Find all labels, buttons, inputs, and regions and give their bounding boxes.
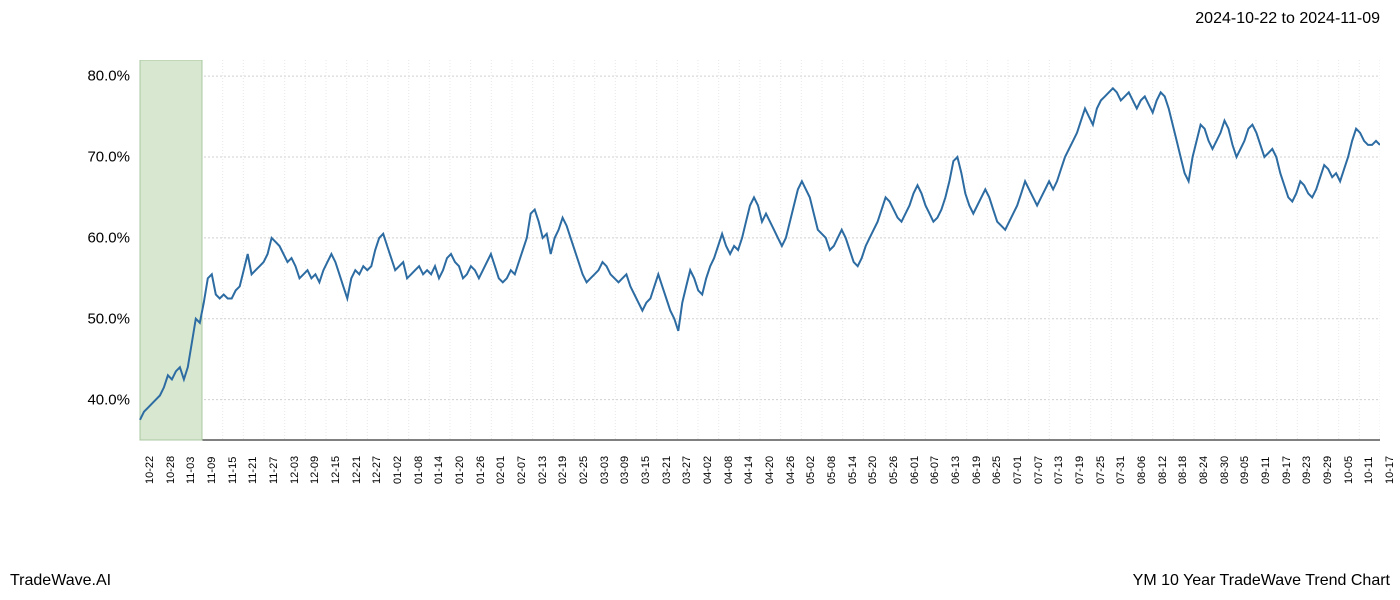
x-tick-label: 11-15 [227, 457, 239, 484]
x-tick-label: 09-29 [1322, 456, 1334, 484]
y-tick-label: 80.0% [87, 68, 130, 85]
x-tick-label: 08-30 [1219, 456, 1231, 484]
x-tick-label: 11-27 [268, 457, 280, 484]
x-tick-label: 09-11 [1260, 457, 1272, 484]
x-tick-label: 03-09 [619, 456, 631, 484]
x-tick-label: 11-21 [247, 457, 259, 484]
x-tick-label: 06-19 [971, 456, 983, 484]
x-tick-label: 01-02 [392, 456, 404, 484]
x-tick-label: 05-02 [805, 456, 817, 484]
x-tick-label: 02-19 [557, 456, 569, 484]
x-tick-label: 11-09 [206, 457, 218, 484]
x-tick-label: 12-21 [351, 456, 363, 484]
x-tick-label: 07-31 [1115, 456, 1127, 484]
x-tick-label: 02-25 [578, 456, 590, 484]
y-tick-label: 70.0% [87, 149, 130, 166]
x-tick-label: 01-20 [454, 456, 466, 484]
x-tick-label: 02-01 [495, 456, 507, 484]
x-tick-label: 07-01 [1012, 456, 1024, 484]
x-tick-label: 10-22 [144, 456, 156, 484]
footer-brand: TradeWave.AI [10, 572, 111, 590]
y-tick-label: 50.0% [87, 310, 130, 327]
x-tick-label: 12-27 [371, 456, 383, 484]
x-tick-label: 07-07 [1033, 456, 1045, 484]
x-tick-label: 08-12 [1157, 456, 1169, 484]
x-tick-label: 05-26 [888, 456, 900, 484]
y-tick-label: 60.0% [87, 229, 130, 246]
x-tick-label: 02-13 [537, 456, 549, 484]
y-tick-label: 40.0% [87, 391, 130, 408]
x-tick-label: 10-05 [1343, 456, 1355, 484]
x-tick-label: 01-26 [475, 456, 487, 484]
x-tick-label: 08-24 [1198, 456, 1210, 484]
x-tick-label: 08-06 [1136, 456, 1148, 484]
x-tick-label: 01-14 [433, 456, 445, 484]
x-tick-label: 03-21 [661, 456, 673, 484]
x-tick-label: 03-03 [599, 456, 611, 484]
x-tick-label: 06-07 [929, 456, 941, 484]
x-tick-label: 05-20 [867, 456, 879, 484]
x-tick-label: 06-01 [909, 456, 921, 484]
x-tick-label: 11-03 [185, 457, 197, 484]
x-tick-label: 09-17 [1281, 456, 1293, 484]
x-tick-label: 10-17 [1384, 456, 1396, 484]
x-tick-label: 02-07 [516, 456, 528, 484]
x-tick-label: 06-25 [991, 456, 1003, 484]
x-tick-label: 06-13 [950, 456, 962, 484]
trend-chart: 40.0% 50.0% 60.0% 70.0% 80.0% 10-22 10-28 11-0… [80, 60, 1380, 490]
x-tick-label: 09-23 [1301, 456, 1313, 484]
chart-svg [80, 60, 1380, 490]
x-tick-label: 09-05 [1239, 456, 1251, 484]
date-range-label: 2024-10-22 to 2024-11-09 [1195, 10, 1380, 28]
x-tick-label: 07-13 [1053, 456, 1065, 484]
x-tick-label: 07-25 [1095, 456, 1107, 484]
x-tick-label: 12-09 [309, 456, 321, 484]
x-tick-label: 03-15 [640, 456, 652, 484]
x-tick-label: 04-02 [702, 456, 714, 484]
x-tick-label: 01-08 [413, 456, 425, 484]
x-tick-label: 04-20 [764, 456, 776, 484]
x-tick-label: 10-28 [165, 456, 177, 484]
x-tick-label: 04-26 [785, 456, 797, 484]
x-tick-label: 10-11 [1363, 457, 1375, 484]
x-tick-label: 05-08 [826, 456, 838, 484]
x-tick-label: 08-18 [1177, 456, 1189, 484]
x-tick-label: 03-27 [681, 456, 693, 484]
x-tick-label: 05-14 [847, 456, 859, 484]
x-tick-label: 07-19 [1074, 456, 1086, 484]
x-tick-label: 04-14 [743, 456, 755, 484]
x-tick-label: 04-08 [723, 456, 735, 484]
footer-title: YM 10 Year TradeWave Trend Chart [1133, 572, 1390, 590]
x-tick-label: 12-15 [330, 456, 342, 484]
x-tick-label: 12-03 [289, 456, 301, 484]
